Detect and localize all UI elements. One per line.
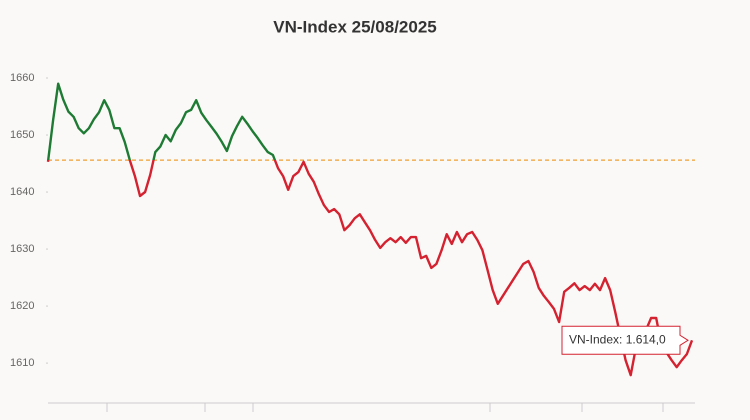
tooltip: VN-Index: 1.614,0 [561,325,689,355]
y-tick-label: 1620 [10,300,34,312]
y-tick-label: 1610 [10,357,34,369]
y-tick-label: 1650 [10,129,34,141]
tooltip-box [561,325,689,355]
y-tick-label: 1660 [10,72,34,84]
tooltip-text: VN-Index: 1.614,0 [569,332,666,346]
chart-title: VN-Index 25/08/2025 [273,17,436,36]
price-line [46,82,694,377]
x-axis-ticks [106,403,664,412]
y-tick-label: 1630 [10,243,34,255]
y-tick-label: 1640 [10,186,34,198]
